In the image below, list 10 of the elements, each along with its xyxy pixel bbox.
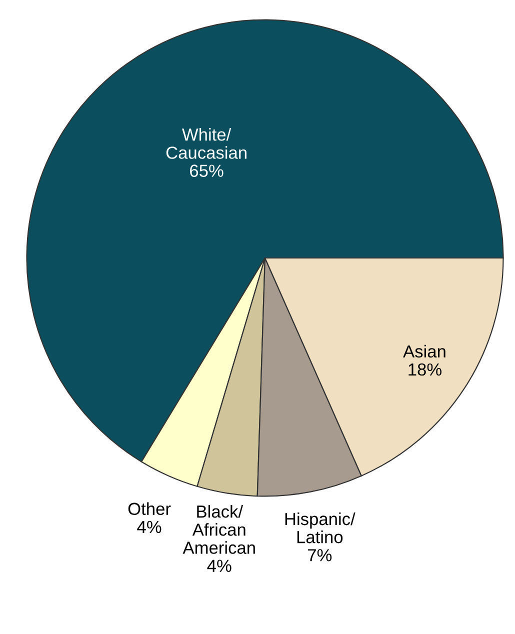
data-label: 4% bbox=[137, 520, 162, 534]
slice-label: Other bbox=[128, 502, 171, 516]
data-label: 4% bbox=[207, 560, 232, 572]
slice-label: White/ Caucasian bbox=[166, 128, 246, 159]
slice-label: Black/ African American bbox=[182, 505, 255, 554]
data-label: 65% bbox=[190, 164, 224, 177]
slice-label: Asian bbox=[403, 344, 446, 358]
data-label: 7% bbox=[308, 549, 332, 562]
data-label: 18% bbox=[408, 363, 442, 376]
slice-label: Hispanic/ Latino bbox=[285, 512, 356, 544]
